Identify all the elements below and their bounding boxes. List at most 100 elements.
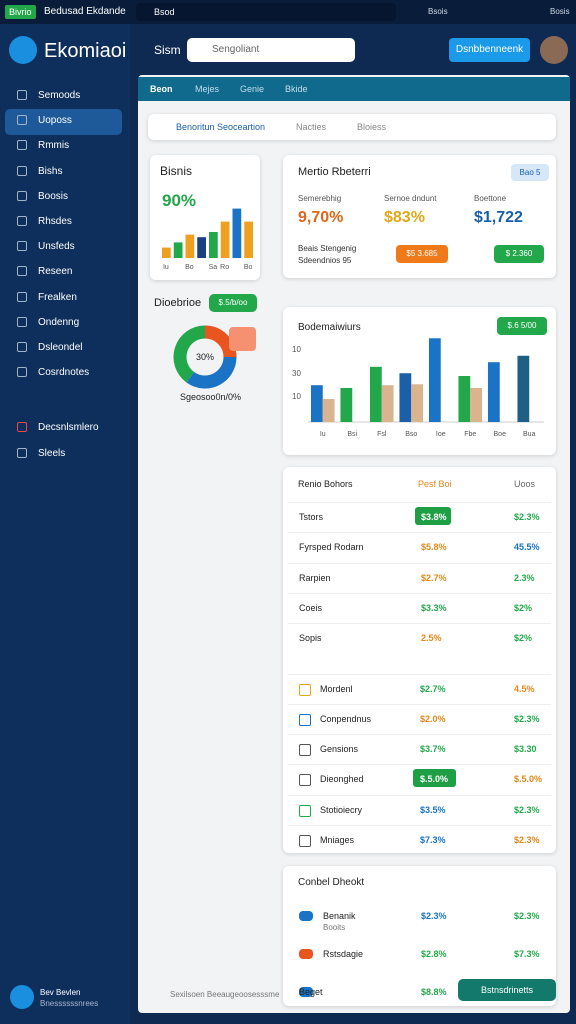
- nav-item[interactable]: Unsfeds: [38, 241, 75, 253]
- row-value: $2.3%: [514, 835, 540, 845]
- nav-item[interactable]: Ondenng: [38, 316, 80, 328]
- header-button[interactable]: Dsnbbenneenk: [449, 38, 530, 62]
- nav-icon: [17, 422, 27, 432]
- row-name: Gensions: [320, 744, 359, 755]
- nav-icon: [17, 165, 27, 176]
- row-value: $2.7%: [420, 683, 446, 694]
- user-name: Bev Bevlen: [40, 988, 81, 997]
- row-value: $2.7%: [421, 572, 447, 583]
- row-value: $2.0%: [420, 713, 446, 724]
- table-divider: [288, 794, 551, 796]
- chart-title: Bodemaiwiurs: [298, 322, 361, 333]
- table-divider: [288, 764, 551, 766]
- nav-icon: [17, 342, 27, 352]
- bottom-button[interactable]: Bstnsdrinetts: [458, 979, 556, 1001]
- row-value: $2.3%: [514, 911, 540, 921]
- header-search-text: Sengoliant: [212, 44, 260, 55]
- header-label: Sism: [154, 43, 181, 57]
- y-tick-label: 10: [292, 345, 301, 354]
- nav-item[interactable]: Frealken: [38, 291, 77, 303]
- row-value: $2.3%: [514, 512, 540, 522]
- row-name: Mordenl: [320, 683, 353, 694]
- nav-icon: [17, 316, 27, 327]
- row-name: Rarpien: [299, 572, 331, 583]
- nav-item[interactable]: Dsleondel: [38, 342, 83, 353]
- row-value: 2.3%: [514, 572, 535, 583]
- metric-value: 9,70%: [298, 209, 344, 226]
- metrics-note: Sdeendnios 95: [298, 256, 352, 265]
- logo: Ekomiaoi: [44, 40, 127, 62]
- row-icon: [299, 987, 313, 997]
- nav-icon: [17, 291, 27, 302]
- header-search[interactable]: [187, 38, 355, 62]
- filter[interactable]: Nacties: [296, 122, 327, 132]
- nav-item[interactable]: Semoods: [38, 90, 81, 101]
- avatar[interactable]: [540, 36, 568, 64]
- table-divider: [288, 734, 551, 736]
- row-pill: [413, 769, 456, 788]
- row-value: $3.8%: [421, 512, 447, 522]
- logo-icon: [9, 36, 37, 64]
- bottom-title: Conbel Dheokt: [298, 877, 365, 888]
- row-name: Coeis: [299, 602, 323, 613]
- metrics-title: Mertio Rbeterri: [298, 166, 371, 178]
- table-header: Renio Bohors: [298, 479, 353, 489]
- row-value: $5.8%: [421, 542, 447, 553]
- sidebar: [0, 24, 130, 1024]
- nav-item[interactable]: Decsnlsmlero: [38, 422, 99, 433]
- table-divider: [288, 623, 551, 625]
- nav-item[interactable]: Rhsdes: [38, 216, 72, 227]
- row-value: $2.8%: [421, 949, 447, 959]
- tab[interactable]: Genie: [240, 84, 265, 94]
- app-title: Bedusad Ekdande: [44, 6, 126, 17]
- filter[interactable]: Benoritun Seoceartion: [176, 122, 266, 132]
- nav-item[interactable]: Boosis: [38, 190, 69, 202]
- nav-icon: [17, 140, 27, 151]
- row-value: $2%: [514, 602, 533, 613]
- table-divider: [288, 825, 551, 826]
- nav-icon: [17, 190, 27, 201]
- row-name: Rstsdagie: [323, 949, 364, 959]
- tab[interactable]: Beon: [150, 84, 173, 94]
- nav-item[interactable]: Reseen: [38, 266, 73, 278]
- row-value: 2.5%: [421, 633, 442, 644]
- nav-item[interactable]: Cosrdnotes: [38, 367, 90, 379]
- nav-item[interactable]: Bishs: [38, 165, 63, 177]
- tab[interactable]: Mejes: [195, 84, 220, 94]
- badge: Bivrio: [5, 5, 36, 19]
- nav-item[interactable]: Uoposs: [38, 115, 72, 127]
- row-icon: [299, 713, 311, 726]
- user-role: Bnessssssnrees: [40, 999, 99, 1008]
- tab[interactable]: Bkide: [285, 84, 308, 94]
- nav-item[interactable]: Rmmis: [38, 140, 70, 152]
- dist-caption: Sgeosoo0n/0%: [180, 392, 242, 402]
- footer: Sexilsoen Beeaugeoosesssme: [170, 990, 280, 999]
- bisnis-value: 90%: [162, 191, 197, 210]
- table-divider: [288, 592, 551, 594]
- row-value: $8.8%: [421, 987, 447, 997]
- row-value: $.5.0%: [420, 774, 449, 785]
- row-name: Benanik: [323, 911, 356, 921]
- nav-item[interactable]: Sleels: [38, 448, 66, 459]
- filter[interactable]: Bloiess: [357, 122, 387, 132]
- metrics-pill: $5 3.685: [396, 245, 448, 263]
- search-text: Bsod: [154, 7, 175, 17]
- row-value: 45.5%: [514, 542, 540, 553]
- nav-active[interactable]: [5, 109, 122, 136]
- y-tick-label: 30: [292, 368, 301, 378]
- row-name: Stotioiecry: [320, 804, 363, 815]
- table-divider: [288, 562, 551, 564]
- search[interactable]: [136, 3, 396, 21]
- bisnis-title: Bisnis: [160, 164, 193, 178]
- row-value: $2.3%: [514, 713, 540, 724]
- row-value: 4.5%: [514, 683, 535, 694]
- row-value: $7.3%: [420, 835, 446, 845]
- metric-value: $83%: [384, 209, 425, 226]
- table-divider: [288, 532, 551, 534]
- y-tick-label: 10: [292, 392, 301, 401]
- status: Bsois: [428, 7, 448, 16]
- nav-icon: [17, 367, 27, 378]
- row-value: $7.3%: [514, 949, 540, 959]
- metrics-note: Beais Stengenig: [298, 244, 357, 253]
